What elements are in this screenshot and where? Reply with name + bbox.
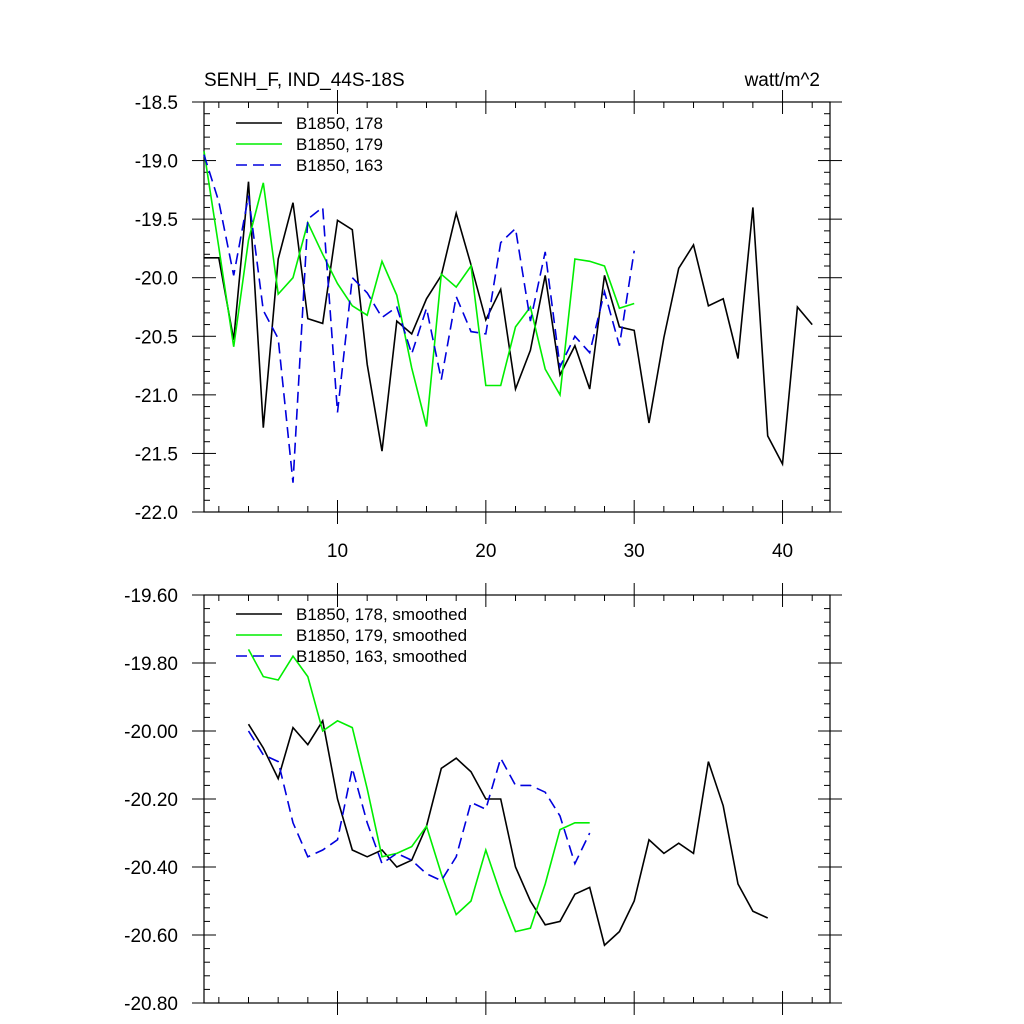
units-label: watt/m^2: [744, 70, 820, 91]
bottom-legend-label-2: B1850, 179, smoothed: [296, 626, 467, 645]
top-y-tick-label: -20.0: [135, 269, 178, 290]
bottom-series-line-3: [247, 730, 591, 882]
top-y-tick-label: -22.0: [135, 503, 178, 524]
top-series-line-1: [204, 181, 813, 467]
top-y-tick-label: -21.5: [135, 444, 178, 465]
top-y-tick-label: -19.0: [135, 152, 178, 173]
bottom-y-tick-label: -20.40: [124, 858, 178, 879]
top-legend-label-2: B1850, 179: [296, 135, 383, 154]
bottom-y-tick-label: -19.60: [124, 586, 178, 607]
top-x-tick-label: 20: [475, 541, 496, 562]
bottom-y-tick-label: -20.80: [124, 994, 178, 1015]
top-y-tick-label: -19.5: [135, 210, 178, 231]
top-series-line-3: [203, 154, 635, 483]
bottom-legend-label-3: B1850, 163, smoothed: [296, 647, 467, 666]
bottom-legend-label-1: B1850, 178, smoothed: [296, 605, 467, 624]
top-plot-panel: 10 20 30 40 -18.5 -19.0 -19.5 -20.0 -20.5 -21.0 -2…: [135, 90, 842, 562]
bottom-y-tick-label: -20.60: [124, 926, 178, 947]
top-y-tick-label: -20.5: [135, 327, 178, 348]
bottom-y-tick-label: -19.80: [124, 654, 178, 675]
top-y-tick-label: -21.0: [135, 386, 178, 407]
top-series-line-2: [203, 151, 635, 427]
top-x-tick-label: 30: [624, 541, 645, 562]
bottom-y-tick-label: -20.00: [124, 722, 178, 743]
top-plot-frame: [203, 101, 831, 513]
chart-title: SENH_F, IND_44S-18S: [204, 70, 405, 91]
top-legend-label-3: B1850, 163: [296, 156, 383, 175]
bottom-series-line-2: [247, 649, 590, 933]
bottom-y-tick-label: -20.20: [124, 790, 178, 811]
top-x-tick-label: 40: [772, 541, 793, 562]
bottom-plot-panel: -19.60 -19.80 -20.00 -20.20 -20.40 -20.60 -20.…: [124, 583, 842, 1015]
top-legend-label-1: B1850, 178: [296, 114, 383, 133]
top-y-tick-label: -18.5: [135, 93, 178, 114]
bottom-series-line-1: [247, 718, 769, 947]
top-x-tick-label: 10: [327, 541, 348, 562]
